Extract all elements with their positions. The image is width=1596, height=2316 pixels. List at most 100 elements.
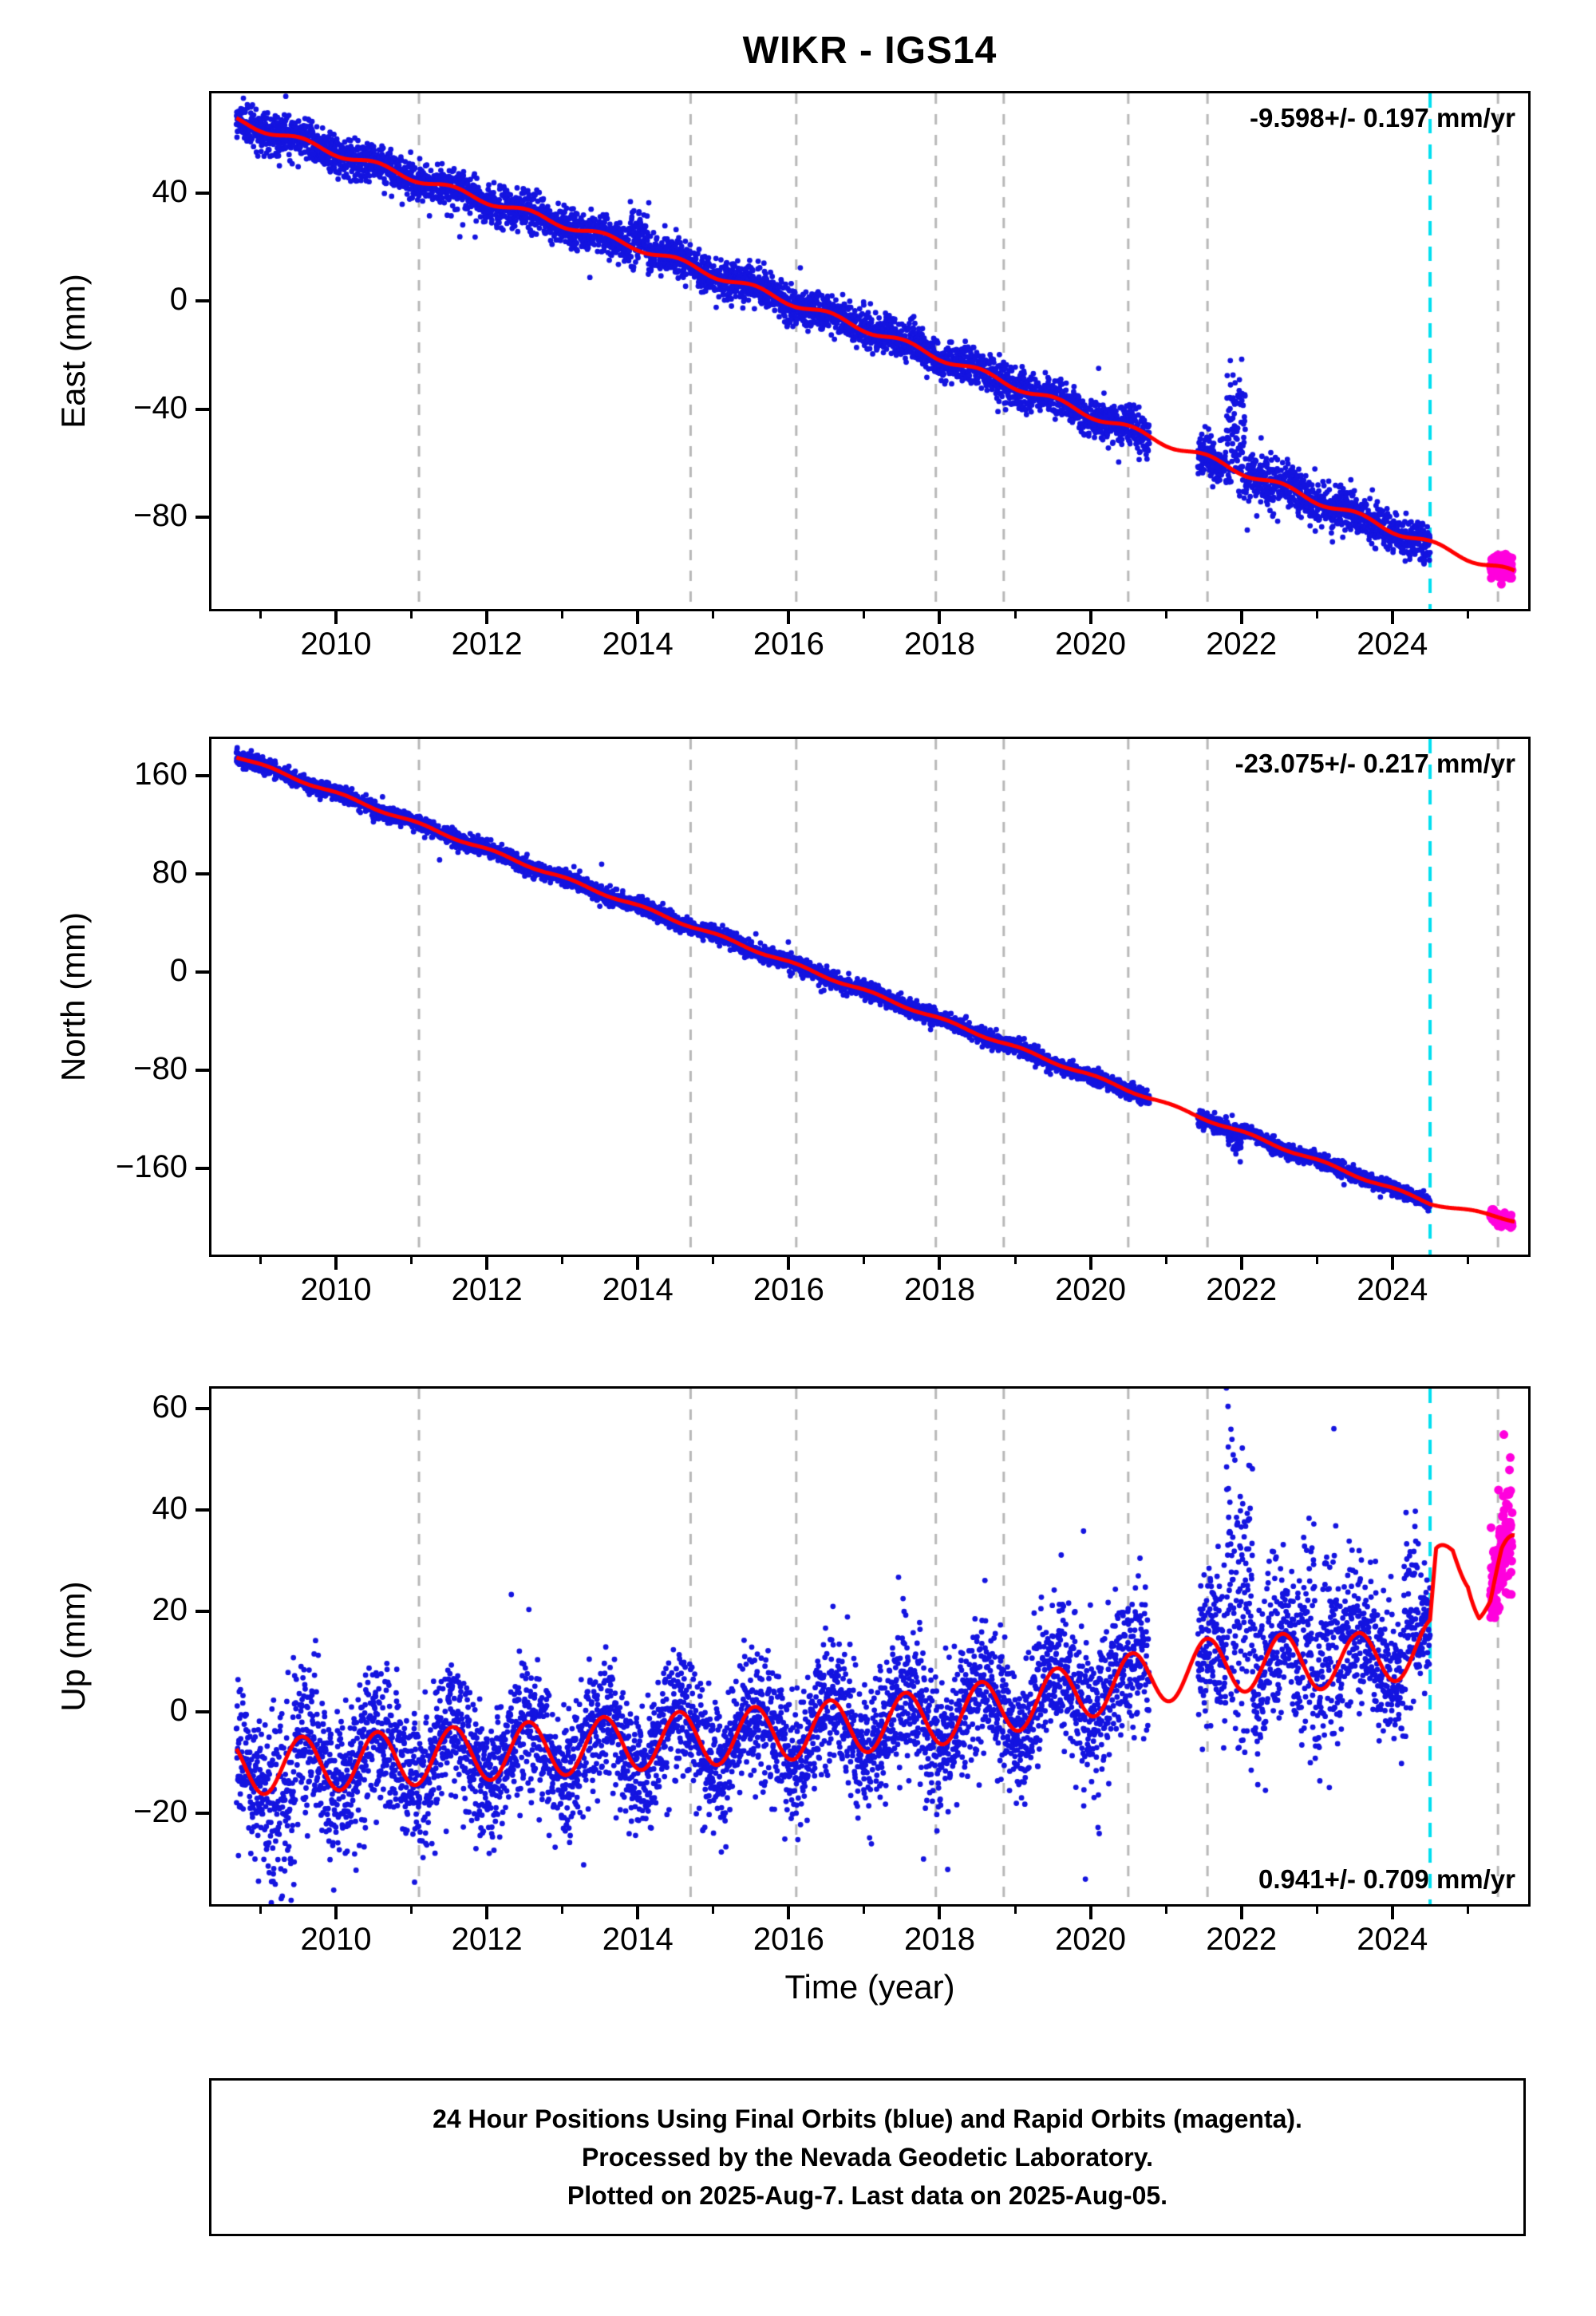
y-tick <box>196 516 209 519</box>
x-minor-tick <box>1013 1257 1017 1264</box>
footer-line-2: Processed by the Nevada Geodetic Laborat… <box>581 2143 1154 2172</box>
north-rate-label: -23.075+/- 0.217 mm/yr <box>1235 749 1515 778</box>
x-tick-label: 2012 <box>451 1922 523 1957</box>
y-tick <box>196 1407 209 1411</box>
x-tick-label: 2010 <box>300 1272 372 1307</box>
x-major-tick <box>636 1257 640 1270</box>
up-plot-canvas <box>211 1389 1528 1904</box>
x-tick-label: 2014 <box>602 1922 674 1957</box>
x-minor-tick <box>259 611 262 619</box>
footer-line-1: 24 Hour Positions Using Final Orbits (bl… <box>433 2105 1302 2133</box>
x-minor-tick <box>712 611 715 619</box>
x-minor-tick <box>561 1907 564 1914</box>
x-tick-label: 2012 <box>451 626 523 662</box>
x-major-tick <box>1088 611 1092 624</box>
y-tick-label: 0 <box>169 282 188 318</box>
x-minor-tick <box>1013 1907 1017 1914</box>
x-tick-label: 2022 <box>1206 1922 1278 1957</box>
x-tick-label: 2022 <box>1206 1272 1278 1307</box>
x-minor-tick <box>1315 1907 1318 1914</box>
x-tick-label: 2024 <box>1357 1922 1428 1957</box>
x-major-tick <box>938 1907 942 1919</box>
x-tick-label: 2016 <box>753 1272 824 1307</box>
footer-box: 24 Hour Positions Using Final Orbits (bl… <box>209 2078 1526 2236</box>
x-minor-tick <box>561 1257 564 1264</box>
x-major-tick <box>485 1907 489 1919</box>
x-minor-tick <box>863 611 866 619</box>
x-major-tick <box>787 611 791 624</box>
x-major-tick <box>485 611 489 624</box>
x-minor-tick <box>1315 1257 1318 1264</box>
x-minor-tick <box>410 611 413 619</box>
x-minor-tick <box>1466 1257 1469 1264</box>
x-major-tick <box>636 611 640 624</box>
x-tick-label: 2020 <box>1055 626 1127 662</box>
y-tick <box>196 1508 209 1512</box>
y-tick-label: −80 <box>133 1051 188 1087</box>
x-major-tick <box>1390 1257 1394 1270</box>
y-tick <box>196 872 209 876</box>
y-tick-label: −20 <box>133 1794 188 1829</box>
chart-title: WIKR - IGS14 <box>742 30 998 72</box>
up-rate-label: 0.941+/- 0.709 mm/yr <box>1258 1864 1515 1894</box>
x-minor-tick <box>561 611 564 619</box>
east-plot-canvas <box>211 93 1528 609</box>
x-major-tick <box>485 1257 489 1270</box>
x-tick-label: 2018 <box>903 1272 975 1307</box>
x-minor-tick <box>259 1257 262 1264</box>
y-tick <box>196 1609 209 1613</box>
x-minor-tick <box>1315 611 1318 619</box>
y-tick-label: 60 <box>152 1389 188 1425</box>
y-tick-label: 0 <box>169 1693 188 1729</box>
x-major-tick <box>1239 1257 1243 1270</box>
x-major-tick <box>1239 1907 1243 1919</box>
x-major-tick <box>1088 1907 1092 1919</box>
x-major-tick <box>1088 1257 1092 1270</box>
x-major-tick <box>334 1907 338 1919</box>
x-major-tick <box>938 1257 942 1270</box>
east-rate-label: -9.598+/- 0.197 mm/yr <box>1250 103 1515 132</box>
x-tick-label: 2024 <box>1357 626 1428 662</box>
y-tick-label: −80 <box>133 498 188 533</box>
x-major-tick <box>1239 611 1243 624</box>
x-tick-label: 2018 <box>903 626 975 662</box>
x-tick-label: 2014 <box>602 626 674 662</box>
y-tick <box>196 1069 209 1073</box>
y-tick <box>196 299 209 303</box>
x-major-tick <box>1390 611 1394 624</box>
x-minor-tick <box>1164 1257 1167 1264</box>
y-tick <box>196 1710 209 1714</box>
y-tick-label: 80 <box>152 855 188 891</box>
x-minor-tick <box>1466 1907 1469 1914</box>
y-tick <box>196 970 209 974</box>
x-major-tick <box>636 1907 640 1919</box>
up-panel: 0.941+/- 0.709 mm/yr <box>209 1386 1531 1907</box>
x-minor-tick <box>712 1257 715 1264</box>
x-tick-label: 2020 <box>1055 1922 1127 1957</box>
x-minor-tick <box>1013 611 1017 619</box>
x-minor-tick <box>410 1257 413 1264</box>
y-tick <box>196 192 209 196</box>
x-minor-tick <box>1164 611 1167 619</box>
x-major-tick <box>938 611 942 624</box>
x-tick-label: 2020 <box>1055 1272 1127 1307</box>
x-minor-tick <box>259 1907 262 1914</box>
y-tick <box>196 407 209 411</box>
north-panel: -23.075+/- 0.217 mm/yr <box>209 737 1531 1257</box>
x-minor-tick <box>863 1907 866 1914</box>
x-major-tick <box>787 1257 791 1270</box>
x-minor-tick <box>1466 611 1469 619</box>
y-tick <box>196 1812 209 1815</box>
x-major-tick <box>334 611 338 624</box>
y-tick <box>196 1167 209 1171</box>
x-tick-label: 2014 <box>602 1272 674 1307</box>
x-major-tick <box>334 1257 338 1270</box>
y-tick-label: 160 <box>134 757 188 792</box>
east-panel: -9.598+/- 0.197 mm/yr <box>209 91 1531 611</box>
x-tick-label: 2012 <box>451 1272 523 1307</box>
x-tick-label: 2016 <box>753 626 824 662</box>
x-tick-label: 2022 <box>1206 626 1278 662</box>
y-tick-label: −160 <box>115 1149 188 1185</box>
x-minor-tick <box>712 1907 715 1914</box>
